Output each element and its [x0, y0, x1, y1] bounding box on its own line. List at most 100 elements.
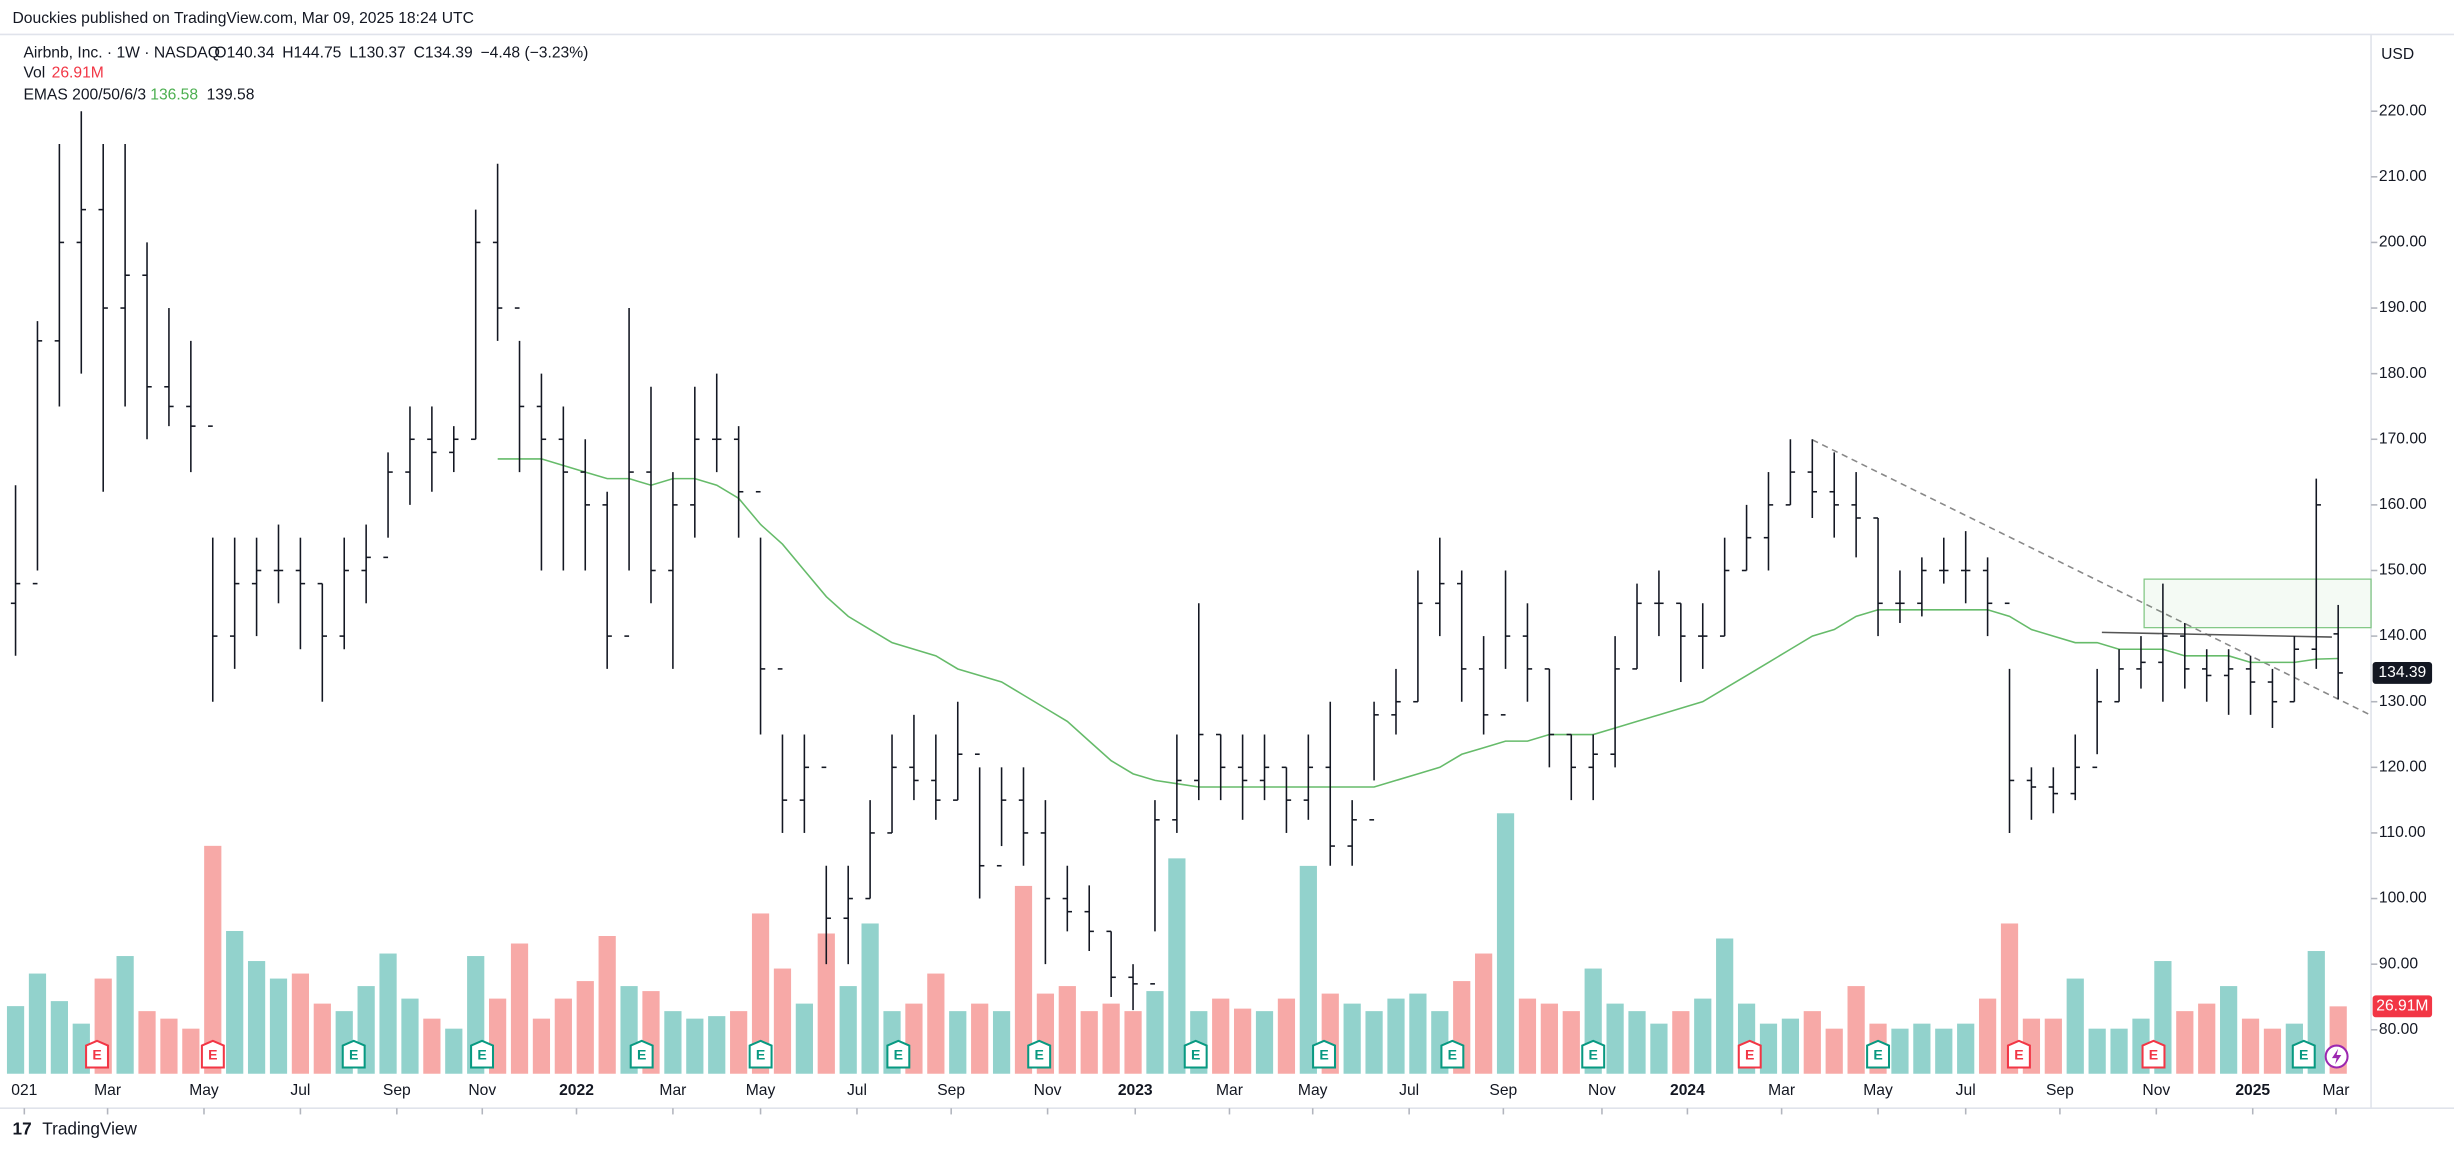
volume-bar	[2198, 1003, 2216, 1074]
volume-bar	[598, 936, 616, 1074]
earnings-label: E	[1448, 1046, 1457, 1062]
volume-bar	[1277, 998, 1296, 1074]
x-tick-label: May	[746, 1082, 776, 1099]
volume-bar	[1387, 998, 1405, 1074]
earnings-marker	[1866, 1039, 1891, 1069]
y-tick-label: 90.00	[2379, 955, 2418, 972]
legend-item: C134.39	[414, 44, 473, 61]
x-tick-label: May	[1863, 1082, 1893, 1099]
volume-bar	[1102, 1003, 1120, 1074]
volume-bar	[1475, 953, 1493, 1074]
x-tick-label: Mar	[1216, 1082, 1243, 1099]
x-tick-label: Nov	[1034, 1082, 1062, 1099]
volume-bar	[226, 930, 244, 1074]
volume-bar	[751, 913, 770, 1074]
volume-bar	[2066, 978, 2084, 1074]
volume-bar	[1716, 938, 1734, 1074]
earnings-marker	[1581, 1039, 1606, 1069]
earnings-marker	[200, 1039, 225, 1069]
earnings-marker	[85, 1039, 110, 1069]
y-tick-label: 200.00	[2379, 234, 2427, 251]
y-tick-label: 130.00	[2379, 693, 2427, 710]
earnings-label: E	[637, 1046, 646, 1062]
volume-bar	[2000, 923, 2019, 1074]
volume-bar	[1650, 1023, 1668, 1074]
volume-bar	[1913, 1023, 1931, 1074]
x-tick-label: Mar	[659, 1082, 686, 1099]
volume-bar	[664, 1011, 682, 1074]
earnings-marker	[1440, 1039, 1465, 1069]
volume-bar	[1562, 1011, 1580, 1074]
x-tick-label: 2023	[1118, 1082, 1153, 1099]
price-tag	[2372, 661, 2433, 684]
earnings-label: E	[1191, 1046, 1200, 1062]
y-tick-label: 180.00	[2379, 365, 2427, 382]
volume-bar	[182, 1028, 200, 1074]
volume-bar	[1957, 1023, 1975, 1074]
volume-tag	[2372, 995, 2433, 1018]
x-tick-label: Sep	[1489, 1082, 1517, 1099]
y-tick-label: 100.00	[2379, 890, 2427, 907]
volume-bar	[204, 845, 222, 1074]
header: Douckies published on TradingView.com, M…	[13, 10, 474, 27]
volume-bar	[2110, 1028, 2128, 1074]
y-tick-label: 220.00	[2379, 102, 2427, 119]
y-tick-label: 190.00	[2379, 299, 2427, 316]
volume-bar	[554, 998, 572, 1074]
volume-bar	[1694, 998, 1712, 1074]
volume-bar	[1978, 998, 1997, 1074]
volume-bar	[2307, 951, 2325, 1074]
volume-bar	[1628, 1011, 1646, 1074]
legend-item: O140.34	[214, 44, 274, 61]
x-tick-label: Nov	[1588, 1082, 1616, 1099]
earnings-marker	[2291, 1039, 2316, 1069]
footer: 17 TradingView	[13, 1119, 138, 1139]
x-tick-label: Mar	[1768, 1082, 1795, 1099]
volume-bar	[1080, 1011, 1098, 1074]
x-tick-label: May	[189, 1082, 219, 1099]
volume-bar	[1058, 986, 1076, 1074]
volume-bar	[1935, 1028, 1953, 1074]
earnings-marker	[341, 1039, 366, 1069]
price-tag-label: 134.39	[2378, 664, 2426, 681]
volume-bar	[708, 1016, 726, 1074]
x-tick-label: Sep	[383, 1082, 411, 1099]
y-tick-label: 140.00	[2379, 627, 2427, 644]
volume-bar	[1299, 865, 1317, 1074]
volume-bar	[1343, 1003, 1361, 1074]
volume-bar	[1891, 1028, 1909, 1074]
footer-text: TradingView	[42, 1119, 137, 1139]
y-tick-label: 210.00	[2379, 168, 2427, 185]
y-tick-label: 110.00	[2379, 824, 2426, 841]
earnings-marker	[629, 1039, 654, 1069]
volume-bar	[839, 986, 857, 1074]
x-tick-label: May	[1298, 1082, 1328, 1099]
volume-bar	[1255, 1011, 1274, 1074]
volume-bar	[2263, 1028, 2282, 1074]
volume-bar	[861, 923, 879, 1074]
volume-bar	[2241, 1018, 2260, 1074]
volume-bar	[379, 953, 397, 1074]
volume-bar	[1124, 1011, 1142, 1074]
volume-bar	[1496, 813, 1515, 1074]
earnings-marker	[1183, 1039, 1208, 1069]
volume-bar	[1168, 858, 1186, 1074]
volume-bar	[50, 1001, 68, 1074]
x-tick-label: Jul	[290, 1082, 310, 1099]
x-tick-label: Sep	[937, 1082, 965, 1099]
x-tick-label: 2022	[559, 1082, 594, 1099]
x-tick-label: Nov	[468, 1082, 496, 1099]
volume-bar	[1409, 993, 1427, 1074]
y-tick-label: 150.00	[2379, 562, 2427, 579]
volume-bar	[28, 973, 47, 1074]
earnings-label: E	[349, 1046, 358, 1062]
earnings-label: E	[1873, 1046, 1882, 1062]
x-tick-label: Sep	[2046, 1082, 2074, 1099]
volume-tag-label: 26.91M	[2376, 997, 2428, 1014]
earnings-label: E	[2299, 1046, 2308, 1062]
x-tick-label: Jul	[1399, 1082, 1419, 1099]
volume-bar	[1233, 1008, 1252, 1074]
earnings-label: E	[92, 1046, 101, 1062]
volume-bar	[817, 933, 835, 1074]
